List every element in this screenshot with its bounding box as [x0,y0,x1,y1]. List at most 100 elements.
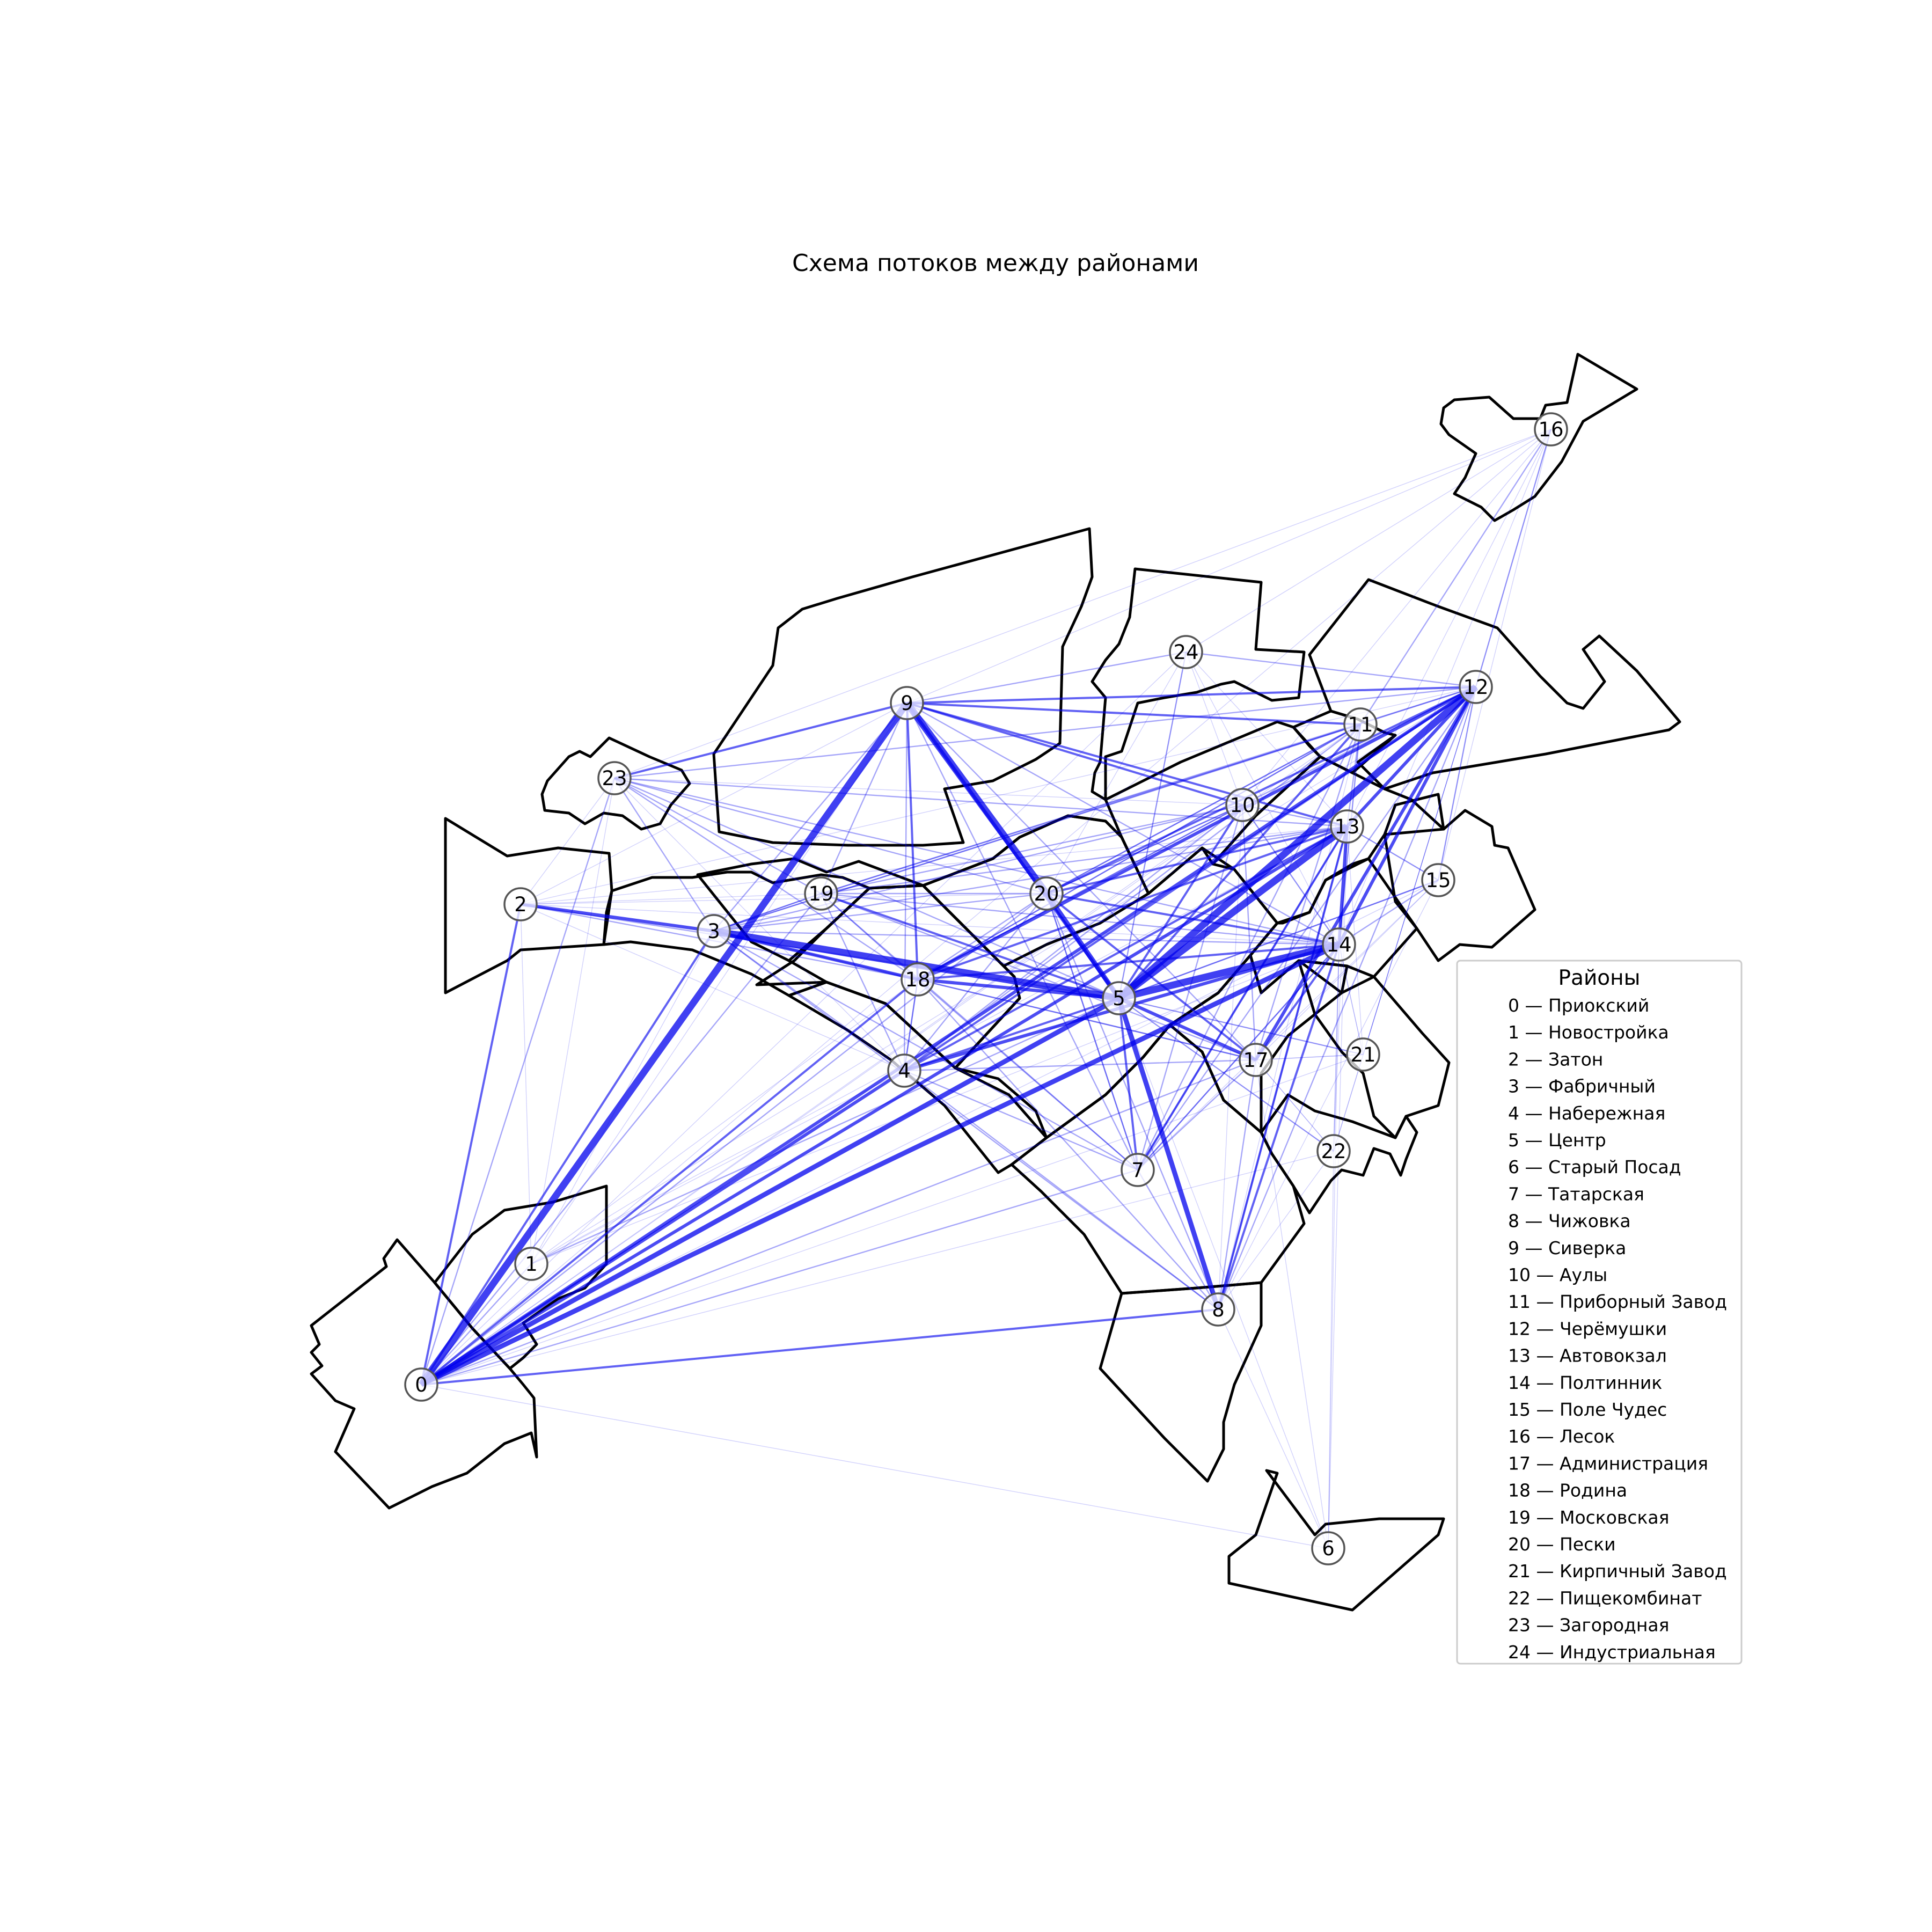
flow-line-2-5 [520,903,1119,999]
flow-line-10-14 [1242,804,1340,945]
flow-line-0-8 [421,1308,1219,1386]
district-node-0[interactable]: 0 [404,1367,438,1402]
flow-line-23-5 [614,777,1119,999]
district-boundary-23 [540,736,691,831]
district-node-15[interactable]: 15 [1421,863,1455,897]
district-node-8[interactable]: 8 [1201,1292,1235,1327]
legend-item: 13 — Автовокзал [1508,1345,1667,1366]
district-boundaries [310,353,1681,1612]
flow-line-4-12 [903,686,1477,1072]
flow-line-0-20 [421,893,1047,1385]
flow-line-23-20 [614,777,1047,895]
district-node-circle [1459,670,1493,704]
flow-line-14-22 [1333,944,1340,1152]
district-node-label: 12 [1463,676,1488,699]
district-node-12[interactable]: 12 [1459,670,1493,704]
flow-line-23-10 [614,778,1243,806]
district-node-22[interactable]: 22 [1316,1134,1351,1168]
district-node-18[interactable]: 18 [901,962,935,997]
legend-item: 2 — Затон [1508,1049,1603,1070]
flow-line-16-15 [1438,429,1552,881]
legend-item: 8 — Чижовка [1508,1211,1631,1232]
district-node-20[interactable]: 20 [1029,876,1064,911]
flow-line-3-20 [713,892,1047,932]
district-node-circle [1169,635,1203,669]
district-node-circle [1330,809,1364,844]
district-node-2[interactable]: 2 [503,887,538,921]
district-node-16[interactable]: 16 [1534,412,1568,447]
flow-line-10-18 [917,804,1243,980]
flow-line-5-12 [1116,684,1479,1001]
district-node-24[interactable]: 24 [1169,635,1203,669]
district-node-5[interactable]: 5 [1102,981,1136,1015]
flow-line-24-12 [1185,651,1476,688]
district-node-23[interactable]: 23 [597,761,632,795]
flow-line-15-7 [1137,880,1439,1170]
district-node-11[interactable]: 11 [1343,707,1378,742]
district-node-circle [887,1053,921,1088]
flow-line-0-1 [421,1263,532,1385]
flow-line-15-8 [1218,880,1439,1310]
map-title: Схема потоков между районами [792,250,1199,277]
district-node-9[interactable]: 9 [890,686,924,720]
district-node-19[interactable]: 19 [804,876,838,911]
district-node-label: 1 [525,1253,538,1276]
flow-line-10-7 [1137,804,1243,1170]
district-node-14[interactable]: 14 [1322,927,1356,962]
flow-line-7-20 [1045,893,1139,1170]
legend-item: 22 — Пищекомбинат [1508,1587,1702,1608]
flow-line-0-2 [420,904,522,1385]
flow-line-12-14 [1337,686,1477,946]
flow-line-9-19 [820,702,908,894]
flow-line-18-7 [917,979,1138,1170]
flow-line-19-7 [821,893,1138,1170]
district-node-7[interactable]: 7 [1121,1153,1155,1187]
flow-line-19-3 [713,892,822,932]
flow-line-0-11 [421,724,1361,1385]
flow-line-18-13 [917,825,1348,980]
district-node-circle [1225,788,1260,822]
flow-line-14-10 [1242,804,1340,945]
flow-line-10-4 [904,804,1243,1071]
flow-line-24-20 [1046,652,1187,894]
flow-line-5-4 [904,997,1119,1072]
district-node-label: 14 [1326,933,1351,956]
district-node-21[interactable]: 21 [1346,1037,1380,1072]
flow-line-13-14 [1337,826,1349,945]
flow-line-16-10 [1242,429,1552,806]
district-node-17[interactable]: 17 [1239,1043,1273,1077]
district-node-circle [1534,412,1568,447]
flow-line-0-16 [421,429,1552,1385]
flow-line-2-3 [520,903,714,933]
legend-item: 14 — Полтинник [1508,1372,1662,1393]
flow-line-2-14 [520,904,1340,945]
flow-line-15-14 [1338,879,1439,946]
flow-line-6-22 [1328,1151,1334,1549]
flow-line-5-17 [1118,997,1257,1062]
flow-line-20-12 [1046,686,1476,895]
district-node-3[interactable]: 3 [697,914,731,948]
flow-line-4-13 [904,825,1348,1072]
flow-line-9-3 [713,702,908,932]
flow-line-23-12 [614,686,1476,779]
district-node-6[interactable]: 6 [1311,1531,1345,1565]
district-node-4[interactable]: 4 [887,1053,921,1088]
district-node-10[interactable]: 10 [1225,788,1260,822]
district-node-13[interactable]: 13 [1330,809,1364,844]
flow-line-16-9 [906,429,1552,704]
flow-line-14-17 [1255,943,1340,1061]
flow-line-8-10 [1218,804,1243,1310]
flow-line-16-23 [614,429,1552,779]
flow-line-16-12 [1475,429,1552,687]
flow-line-1-3 [531,931,714,1264]
district-node-circle [1201,1292,1235,1327]
flow-line-24-13 [1185,652,1348,827]
flow-line-0-24 [421,652,1187,1385]
district-node-circle [404,1367,438,1402]
district-node-1[interactable]: 1 [514,1247,548,1281]
flow-line-24-9 [906,651,1187,704]
district-node-label: 10 [1230,794,1255,817]
legend-item: 12 — Черёмушки [1508,1318,1667,1339]
flow-line-15-5 [1118,879,1439,999]
flow-line-11-19 [821,723,1361,895]
